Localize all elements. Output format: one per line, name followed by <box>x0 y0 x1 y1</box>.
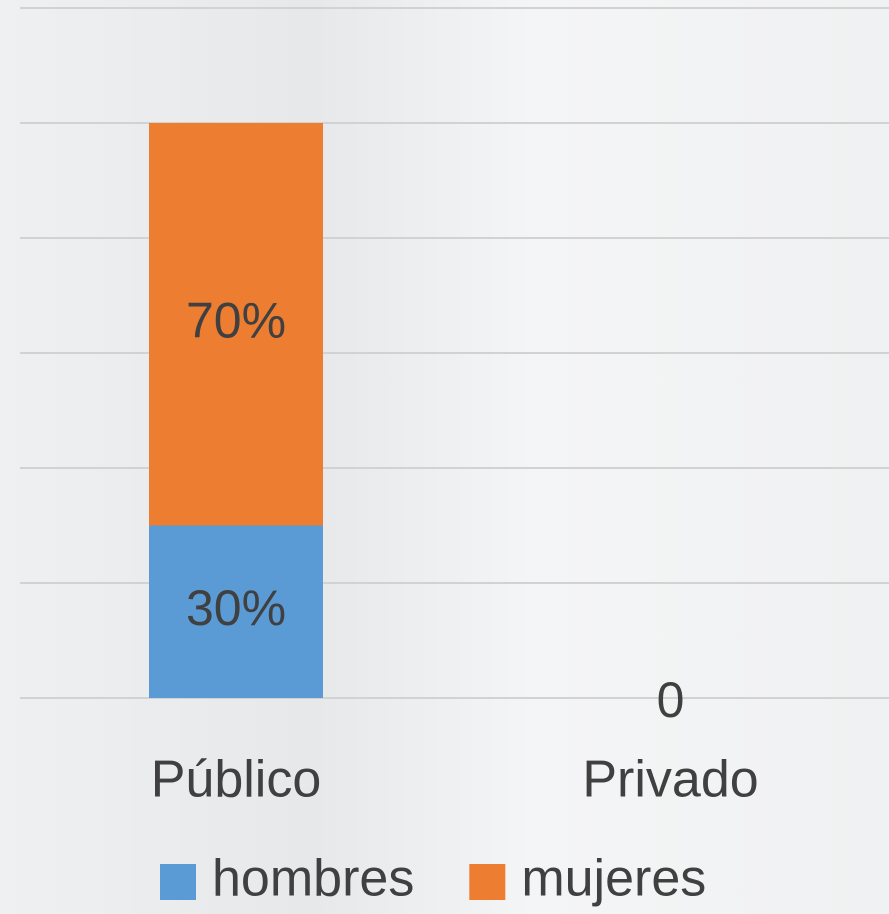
chart: 30% 70% Público 0 Privado hombres mujeres <box>0 0 889 914</box>
x-tick-label: Privado <box>582 751 758 809</box>
data-label: 30% <box>186 580 286 636</box>
data-label: 70% <box>186 292 286 348</box>
legend-swatch <box>160 864 196 900</box>
data-label: 0 <box>657 672 685 728</box>
legend-swatch <box>469 864 505 900</box>
legend-label: mujeres <box>521 850 706 908</box>
legend-label: hombres <box>212 850 414 908</box>
x-tick-label: Público <box>151 751 322 809</box>
